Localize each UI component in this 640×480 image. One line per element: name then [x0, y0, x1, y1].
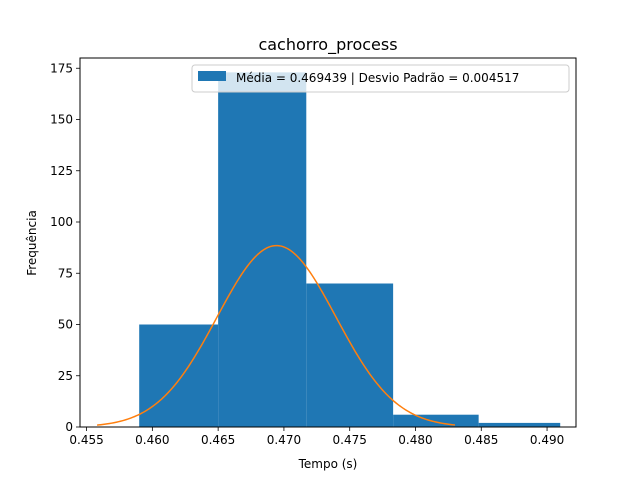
plot-frame — [79, 57, 577, 428]
y-tick-label: 100 — [50, 215, 73, 229]
x-tick-label: 0.460 — [135, 433, 169, 447]
x-tick-label: 0.470 — [267, 433, 301, 447]
legend-box — [191, 64, 570, 93]
normal-distribution-curve — [97, 244, 456, 426]
y-tick-label: 150 — [50, 113, 73, 127]
x-tick-label: 0.465 — [201, 433, 235, 447]
histogram-bars — [139, 72, 561, 427]
y-tick-label: 0 — [65, 420, 73, 434]
y-axis-ticks: 0 25 50 75 100 125 150 175 — [50, 61, 80, 434]
x-axis-label: Tempo (s) — [298, 457, 358, 471]
x-tick-label: 0.455 — [69, 433, 103, 447]
histogram-bar-1 — [139, 324, 219, 427]
x-tick-label: 0.485 — [464, 433, 498, 447]
legend-swatch — [198, 71, 226, 81]
y-tick-label: 25 — [58, 369, 73, 383]
y-tick-label: 75 — [58, 266, 73, 280]
x-tick-label: 0.490 — [530, 433, 564, 447]
y-tick-label: 175 — [50, 61, 73, 75]
y-axis-label: Frequência — [25, 210, 39, 276]
x-axis-ticks: 0.455 0.460 0.465 0.470 0.475 0.480 0.485 0.490 — [69, 427, 564, 447]
normal-curve-layer — [97, 244, 456, 426]
histogram-bar-3 — [306, 283, 394, 427]
x-tick-label: 0.480 — [398, 433, 432, 447]
y-tick-label: 125 — [50, 164, 73, 178]
y-tick-label: 50 — [58, 318, 73, 332]
x-tick-label: 0.475 — [333, 433, 367, 447]
legend-label: Média = 0.469439 | Desvio Padrão = 0.004… — [236, 71, 519, 85]
histogram-bar-5 — [478, 422, 561, 427]
chart-title: cachorro_process — [258, 35, 397, 55]
histogram-bar-4 — [393, 414, 479, 427]
legend: Média = 0.469439 | Desvio Padrão = 0.004… — [191, 64, 570, 93]
histogram-bar-2 — [218, 72, 307, 427]
